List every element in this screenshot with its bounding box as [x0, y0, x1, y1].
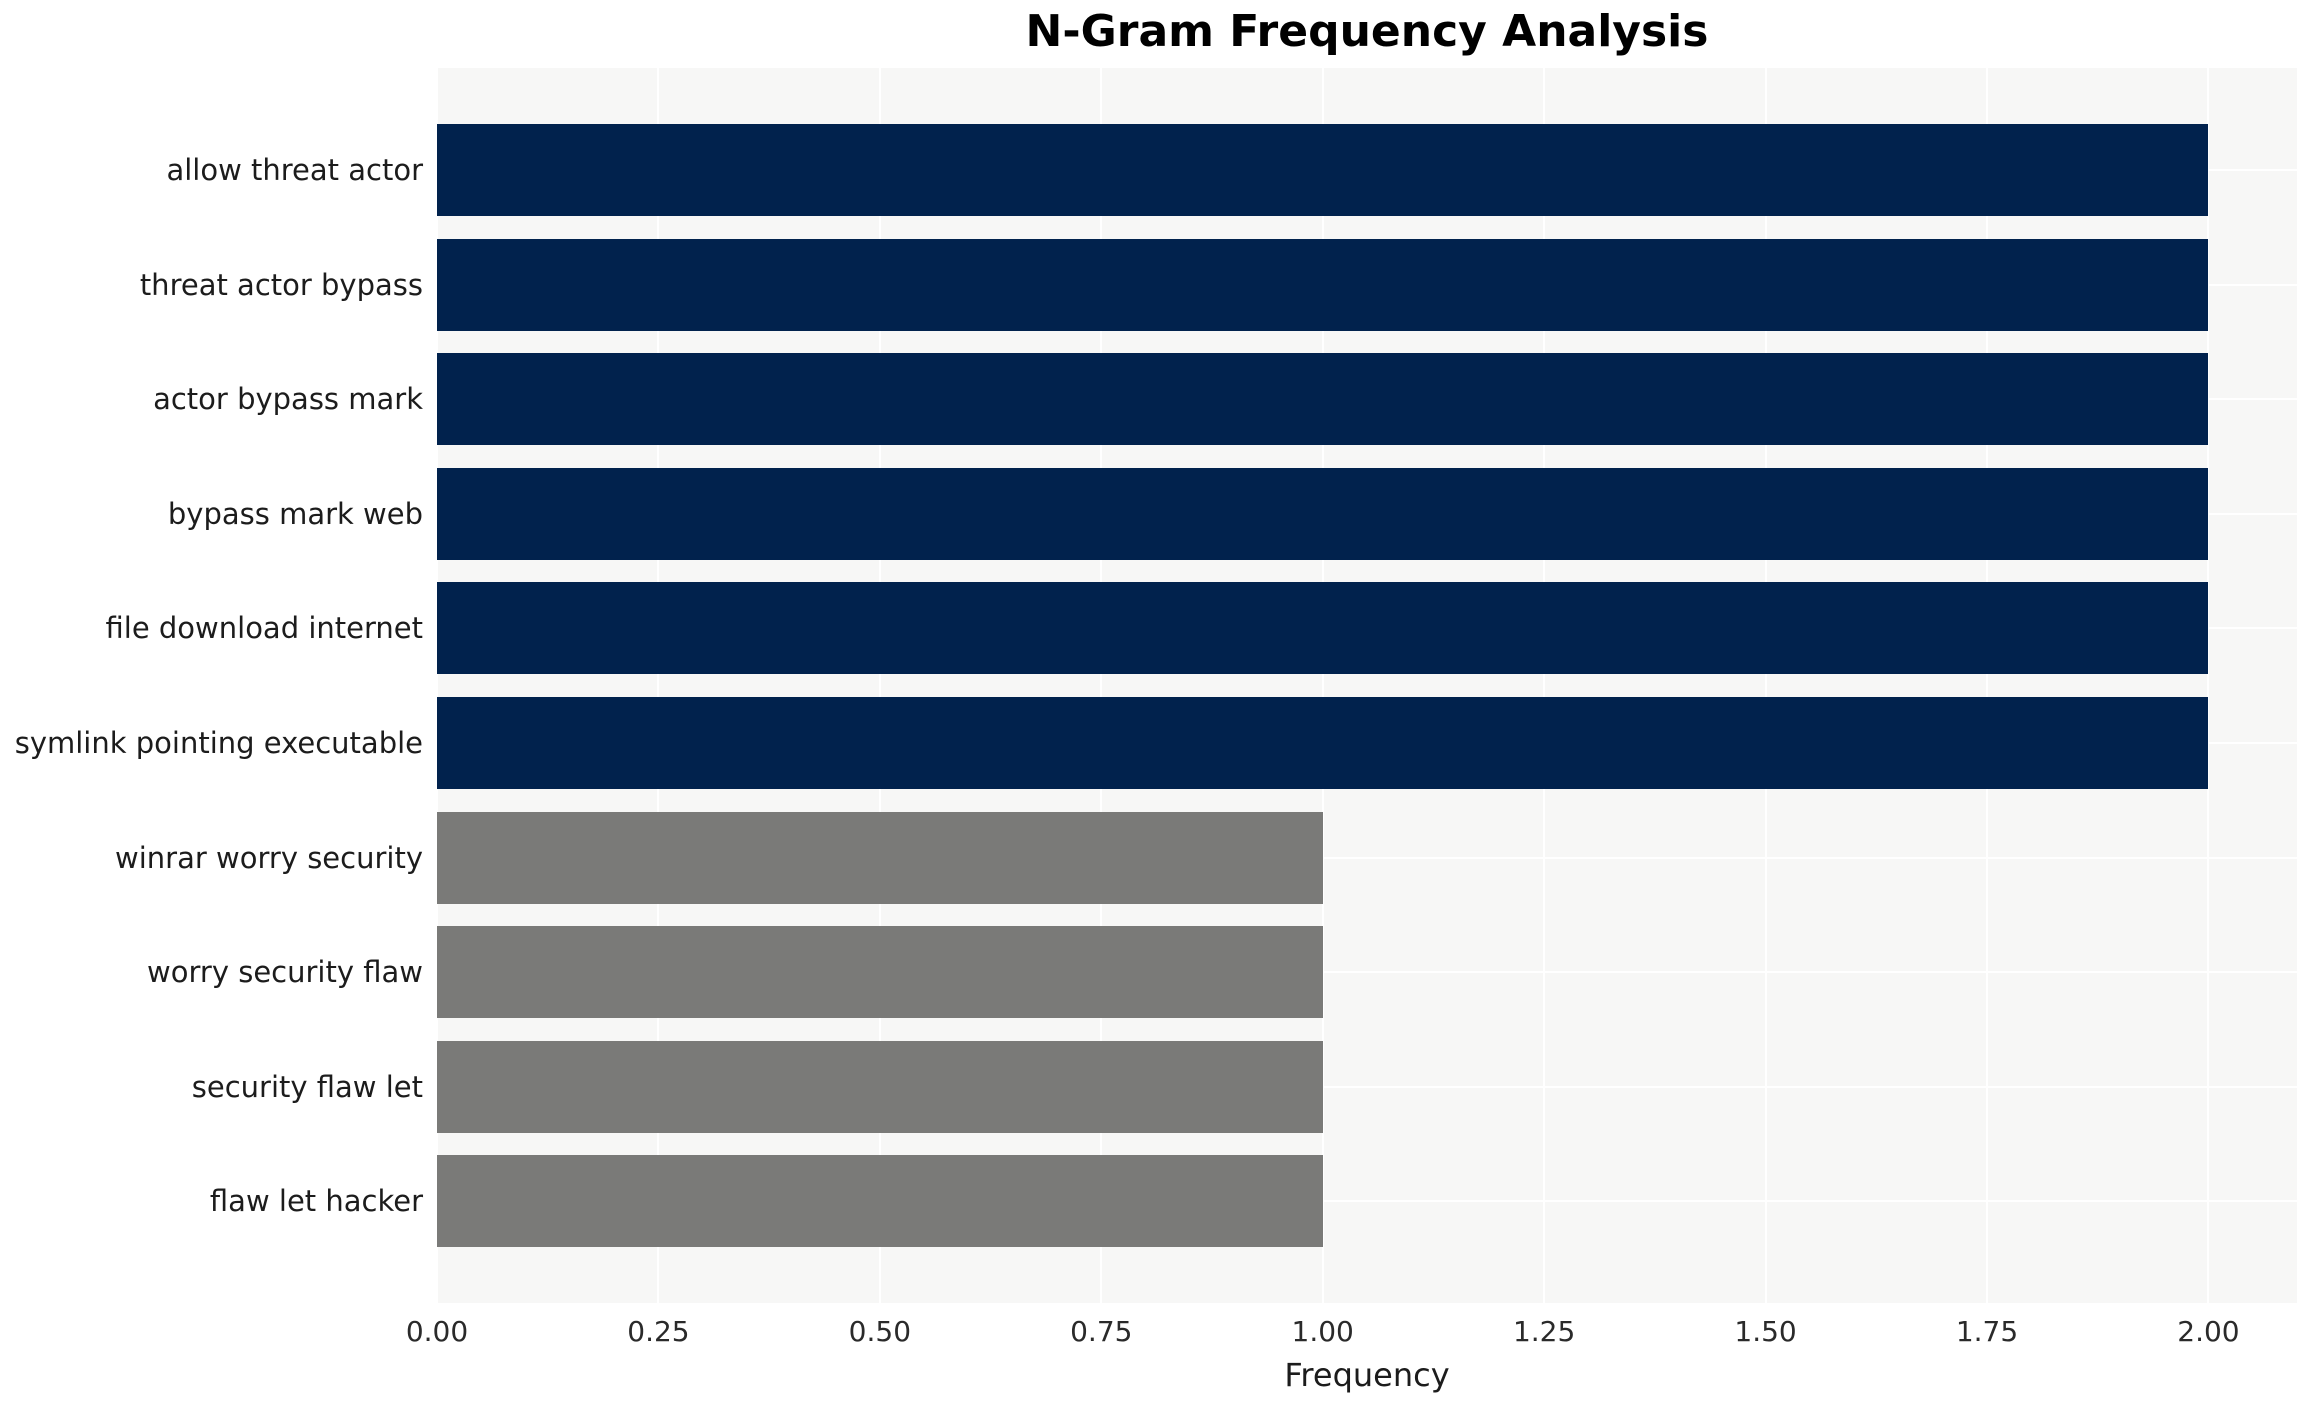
y-tick-label: threat actor bypass [139, 267, 423, 302]
bar-row: bypass mark web [168, 467, 2297, 560]
y-tick-label: security flaw let [191, 1069, 423, 1104]
y-tick-label: worry security flaw [147, 955, 423, 990]
gridline-horizontal [437, 1085, 2297, 1088]
bar [437, 697, 2209, 789]
bar [437, 926, 1323, 1019]
gridline-vertical [1543, 68, 1546, 1303]
x-tick-label: 1.00 [1291, 1315, 1354, 1348]
gridline-vertical [657, 68, 660, 1303]
bar-row: flaw let hacker [210, 1155, 2297, 1248]
gridline-vertical [878, 68, 881, 1303]
bar-row: winrar worry security [115, 811, 2297, 904]
y-tick-label: allow threat actor [166, 153, 423, 187]
y-tick-label: actor bypass mark [153, 382, 423, 417]
x-tick-label: 0.50 [848, 1315, 912, 1348]
bar [437, 353, 2209, 446]
y-tick-label: winrar worry security [115, 840, 423, 875]
x-tick-label: 0.00 [405, 1315, 469, 1348]
bar-row: symlink pointing executable [15, 697, 2297, 789]
gridline-vertical [436, 68, 438, 1303]
bar [437, 1155, 1323, 1248]
x-tick-label: 1.50 [1734, 1315, 1797, 1348]
x-axis-label: Frequency [1284, 1356, 1450, 1394]
plot-area: allow threat actor threat actor bypass act… [15, 68, 2297, 1303]
bar-row: worry security flaw [147, 926, 2297, 1019]
gridline-vertical [1100, 68, 1103, 1303]
bar [437, 811, 1323, 904]
y-tick-label: file download internet [105, 611, 424, 646]
x-tick-label: 0.25 [627, 1315, 690, 1348]
x-tick-label: 1.75 [1955, 1315, 2019, 1348]
bar-row: file download internet [106, 582, 2297, 675]
x-tick-label: 1.25 [1512, 1315, 1576, 1348]
y-tick-label: bypass mark web [167, 496, 423, 531]
gridline-vertical [2207, 68, 2210, 1303]
bar-row: security flaw let [192, 1040, 2297, 1133]
bar [437, 238, 2209, 331]
gridline-horizontal [437, 971, 2297, 974]
gridline-horizontal [437, 1200, 2297, 1203]
gridline-horizontal [437, 856, 2297, 859]
bar-row: threat actor bypass [140, 238, 2297, 331]
x-tick-label: 2.00 [2177, 1315, 2240, 1348]
bar [437, 124, 2209, 216]
bar [437, 582, 2209, 675]
gridline-vertical [1321, 68, 1324, 1303]
gridline-vertical [1764, 68, 1767, 1303]
y-tick-label: flaw let hacker [209, 1184, 423, 1219]
bar [437, 467, 2209, 560]
bar [437, 1040, 1323, 1133]
chart-title: N-Gram Frequency Analysis [1025, 6, 1709, 57]
bar-row: allow threat actor [166, 124, 2297, 216]
y-tick-label: symlink pointing executable [14, 726, 423, 760]
gridline-vertical [1986, 68, 1988, 1303]
x-tick-label: 0.75 [1070, 1315, 1133, 1348]
bar-row: actor bypass mark [153, 353, 2297, 446]
